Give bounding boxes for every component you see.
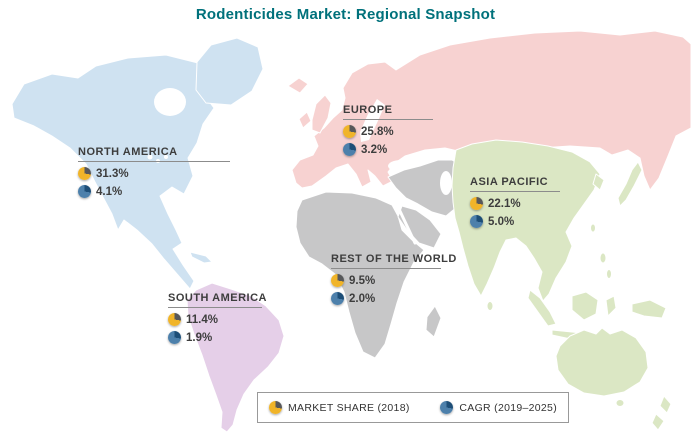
market-share-pie-icon: [269, 401, 282, 414]
map-island-sri-lanka: [486, 301, 494, 311]
map-region-korea: [592, 173, 605, 191]
market-share-stat: 25.8%: [343, 125, 433, 138]
region-block-south-america: SOUTH AMERICA 11.4% 1.9%: [168, 292, 266, 344]
legend: MARKET SHARE (2018) CAGR (2019–2025): [257, 392, 569, 423]
cagr-value: 1.9%: [186, 331, 213, 344]
market-share-value: 31.3%: [96, 167, 129, 180]
market-share-value: 22.1%: [488, 197, 521, 210]
map-island-new-zealand: [659, 395, 672, 414]
legend-label-cagr: CAGR (2019–2025): [459, 401, 557, 414]
region-name-label: SOUTH AMERICA: [168, 292, 266, 308]
market-share-value: 25.8%: [361, 125, 394, 138]
cagr-stat: 4.1%: [78, 185, 230, 198]
cagr-stat: 1.9%: [168, 331, 262, 344]
market-share-pie-icon: [470, 197, 483, 210]
map-region-australia: [555, 327, 649, 397]
map-island-borneo: [571, 291, 599, 321]
legend-item-market-share: MARKET SHARE (2018): [269, 401, 410, 414]
map-region-africa: [295, 191, 425, 359]
baltic-sea: [360, 99, 385, 142]
cagr-stat: 2.0%: [331, 292, 441, 305]
market-share-stat: 22.1%: [470, 197, 560, 210]
market-share-pie-icon: [343, 125, 356, 138]
cagr-pie-icon: [440, 401, 454, 414]
map-region-arabia: [397, 205, 442, 249]
market-share-value: 9.5%: [349, 274, 376, 287]
map-island-philippines: [606, 269, 612, 279]
cagr-pie-icon: [343, 143, 356, 156]
map-island-taiwan: [590, 223, 596, 233]
region-name-label: NORTH AMERICA: [78, 146, 230, 162]
cagr-stat: 3.2%: [343, 143, 433, 156]
market-share-value: 11.4%: [186, 313, 218, 326]
caspian-sea: [440, 171, 452, 195]
market-share-stat: 9.5%: [331, 274, 441, 287]
market-share-stat: 11.4%: [168, 313, 262, 326]
map-island-madagascar: [425, 305, 442, 338]
cagr-pie-icon: [470, 215, 483, 228]
map-region-asia-pacific: [451, 139, 601, 302]
legend-label-market-share: MARKET SHARE (2018): [288, 401, 410, 414]
market-share-pie-icon: [331, 274, 344, 287]
great-lakes: [147, 154, 153, 160]
map-island-greenland: [195, 37, 264, 106]
map-island-philippines: [599, 252, 607, 264]
hudson-bay: [154, 88, 186, 116]
market-share-pie-icon: [78, 167, 91, 180]
cagr-value: 2.0%: [349, 292, 376, 305]
cagr-value: 4.1%: [96, 185, 123, 198]
map-island-tasmania: [615, 399, 625, 407]
region-name-label: ASIA PACIFIC: [470, 176, 560, 192]
map-island-sumatra: [527, 289, 557, 327]
map-island-japan: [617, 161, 643, 207]
market-share-stat: 31.3%: [78, 167, 230, 180]
map-island-united-kingdom: [311, 94, 332, 134]
red-sea: [397, 207, 417, 245]
legend-item-cagr: CAGR (2019–2025): [440, 401, 557, 414]
page-title: Rodenticides Market: Regional Snapshot: [195, 6, 496, 23]
cagr-pie-icon: [331, 292, 344, 305]
map-island-sulawesi: [605, 295, 617, 317]
map-island-cuba: [189, 251, 213, 264]
region-block-asia-pacific: ASIA PACIFIC 22.1% 5.0%: [470, 176, 560, 228]
cagr-pie-icon: [78, 185, 91, 198]
region-block-north-america: NORTH AMERICA 31.3% 4.1%: [78, 146, 230, 198]
map-region-europe-russia: [291, 30, 691, 191]
cagr-pie-icon: [168, 331, 181, 344]
cagr-stat: 5.0%: [470, 215, 560, 228]
map-island-new-zealand: [651, 413, 665, 431]
market-share-pie-icon: [168, 313, 181, 326]
region-name-label: REST OF THE WORLD: [331, 253, 456, 269]
region-block-europe: EUROPE 25.8% 3.2%: [343, 104, 433, 156]
region-block-rest-of-world: REST OF THE WORLD 9.5% 2.0%: [331, 253, 456, 305]
map-island-ireland: [298, 111, 312, 129]
region-name-label: EUROPE: [343, 104, 433, 120]
map-island-new-guinea: [631, 299, 667, 319]
cagr-value: 3.2%: [361, 143, 388, 156]
cagr-value: 5.0%: [488, 215, 515, 228]
great-lakes: [164, 155, 168, 159]
map-region-south-america: [186, 282, 285, 433]
map-island-iceland: [287, 77, 309, 94]
